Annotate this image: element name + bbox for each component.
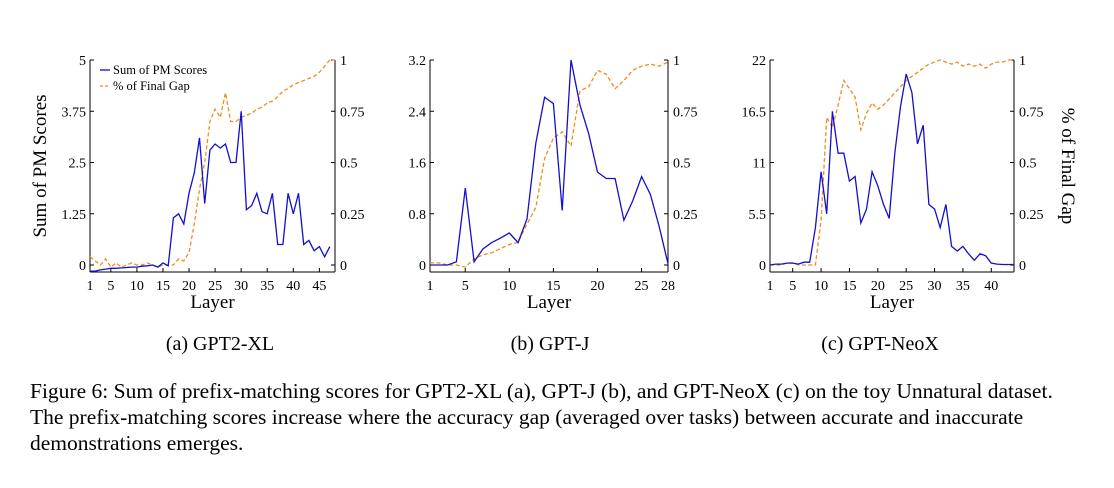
y-tick-label: 5 bbox=[79, 54, 86, 69]
x-tick-label: 30 bbox=[234, 279, 248, 294]
y-tick-label: 11 bbox=[753, 157, 766, 172]
y-tick-label: 3.75 bbox=[62, 105, 87, 120]
series-line-final-gap bbox=[430, 61, 669, 268]
y-tick-label: 0 bbox=[79, 259, 86, 274]
x-tick-label: 5 bbox=[789, 279, 796, 294]
subfigure-caption: (c) GPT-NeoX bbox=[821, 333, 939, 355]
x-tick-label: 1 bbox=[87, 279, 94, 294]
x-tick-label: 15 bbox=[842, 279, 856, 294]
y-tick-label: 5.5 bbox=[749, 208, 767, 223]
y2-tick-label: 0.25 bbox=[673, 208, 698, 223]
x-tick-label: 1 bbox=[767, 279, 774, 294]
y-tick-label: 22 bbox=[752, 54, 766, 69]
y2-tick-label: 0 bbox=[673, 259, 680, 274]
y-tick-label: 2.5 bbox=[69, 157, 87, 172]
y-tick-label: 0 bbox=[419, 259, 426, 274]
x-tick-label: 5 bbox=[462, 279, 469, 294]
x-tick-label: 40 bbox=[286, 279, 300, 294]
y2-tick-label: 0.5 bbox=[340, 157, 358, 172]
x-tick-label: 15 bbox=[156, 279, 170, 294]
x-tick-label: 30 bbox=[928, 279, 942, 294]
y-axis-title: Sum of PM Scores bbox=[30, 94, 51, 237]
y-tick-label: 0.8 bbox=[409, 208, 427, 223]
x-tick-label: 1 bbox=[427, 279, 434, 294]
x-tick-label: 25 bbox=[899, 279, 913, 294]
x-tick-label: 5 bbox=[107, 279, 114, 294]
x-tick-label: 20 bbox=[871, 279, 885, 294]
series-line-final-gap bbox=[89, 59, 335, 269]
y2-tick-label: 0 bbox=[340, 259, 347, 274]
legend-label-gap: % of Final Gap bbox=[113, 79, 190, 93]
x-tick-label: 28 bbox=[661, 279, 675, 294]
x-tick-label: 45 bbox=[312, 279, 326, 294]
x-tick-label: 25 bbox=[635, 279, 649, 294]
x-tick-label: 15 bbox=[546, 279, 560, 294]
series-line-pm-scores bbox=[90, 111, 331, 272]
x-tick-label: 35 bbox=[956, 279, 970, 294]
y-tick-label: 3.2 bbox=[409, 54, 427, 69]
y2-tick-label: 0.25 bbox=[340, 208, 365, 223]
y-tick-label: 16.5 bbox=[742, 105, 767, 120]
x-tick-label: 20 bbox=[590, 279, 604, 294]
x-tick-label: 40 bbox=[984, 279, 998, 294]
y2-tick-label: 0.75 bbox=[1019, 105, 1044, 120]
x-axis-title: Layer bbox=[190, 292, 235, 313]
y2-tick-label: 0.75 bbox=[673, 105, 698, 120]
x-tick-label: 20 bbox=[182, 279, 196, 294]
x-tick-label: 25 bbox=[208, 279, 222, 294]
y2-tick-label: 1 bbox=[1019, 54, 1026, 69]
x-tick-label: 10 bbox=[130, 279, 144, 294]
y-tick-label: 2.4 bbox=[409, 105, 427, 120]
y2-tick-label: 0.5 bbox=[673, 157, 691, 172]
subfigure-caption: (b) GPT-J bbox=[511, 333, 590, 355]
x-tick-label: 10 bbox=[814, 279, 828, 294]
y2-tick-label: 0 bbox=[1019, 259, 1026, 274]
subfigure-caption: (a) GPT2-XL bbox=[166, 333, 274, 355]
figure-caption: Figure 6: Sum of prefix-matching scores … bbox=[30, 379, 1053, 455]
legend-label-pm: Sum of PM Scores bbox=[113, 63, 207, 77]
y-tick-label: 1.25 bbox=[62, 208, 87, 223]
series-line-final-gap bbox=[770, 59, 1014, 266]
y2-tick-label: 0.5 bbox=[1019, 157, 1037, 172]
y2-tick-label: 1 bbox=[673, 54, 680, 69]
y2-tick-label: 0.25 bbox=[1019, 208, 1044, 223]
x-tick-label: 10 bbox=[502, 279, 516, 294]
x-tick-label: 35 bbox=[260, 279, 274, 294]
x-axis-title: Layer bbox=[870, 292, 915, 313]
series-line-pm-scores bbox=[769, 73, 1014, 266]
y2-axis-title: % of Final Gap bbox=[1057, 108, 1078, 225]
y-tick-label: 0 bbox=[759, 259, 766, 274]
series-line-pm-scores bbox=[430, 59, 669, 266]
x-axis-title: Layer bbox=[527, 292, 572, 313]
y-tick-label: 1.6 bbox=[409, 157, 427, 172]
y2-tick-label: 0.75 bbox=[340, 105, 365, 120]
y2-tick-label: 1 bbox=[340, 54, 347, 69]
